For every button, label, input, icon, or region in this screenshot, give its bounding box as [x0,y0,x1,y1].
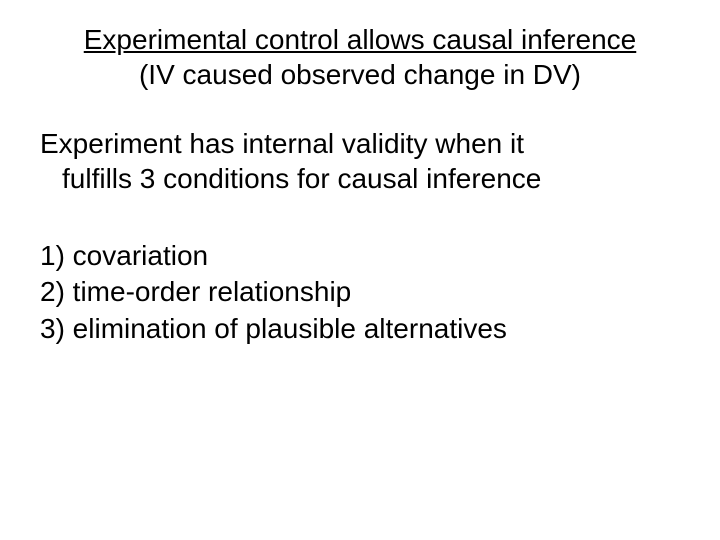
body-line-2: fulfills 3 conditions for causal inferen… [40,161,680,196]
conditions-list: 1) covariation 2) time-order relationshi… [40,238,680,347]
list-item-3: 3) elimination of plausible alternatives [40,311,680,347]
title-line-2: (IV caused observed change in DV) [40,57,680,92]
list-item-1: 1) covariation [40,238,680,274]
slide: Experimental control allows causal infer… [0,0,720,540]
body-block: Experiment has internal validity when it… [40,126,680,196]
title-block: Experimental control allows causal infer… [40,22,680,92]
title-line-1: Experimental control allows causal infer… [40,22,680,57]
list-item-2: 2) time-order relationship [40,274,680,310]
body-line-1: Experiment has internal validity when it [40,126,680,161]
